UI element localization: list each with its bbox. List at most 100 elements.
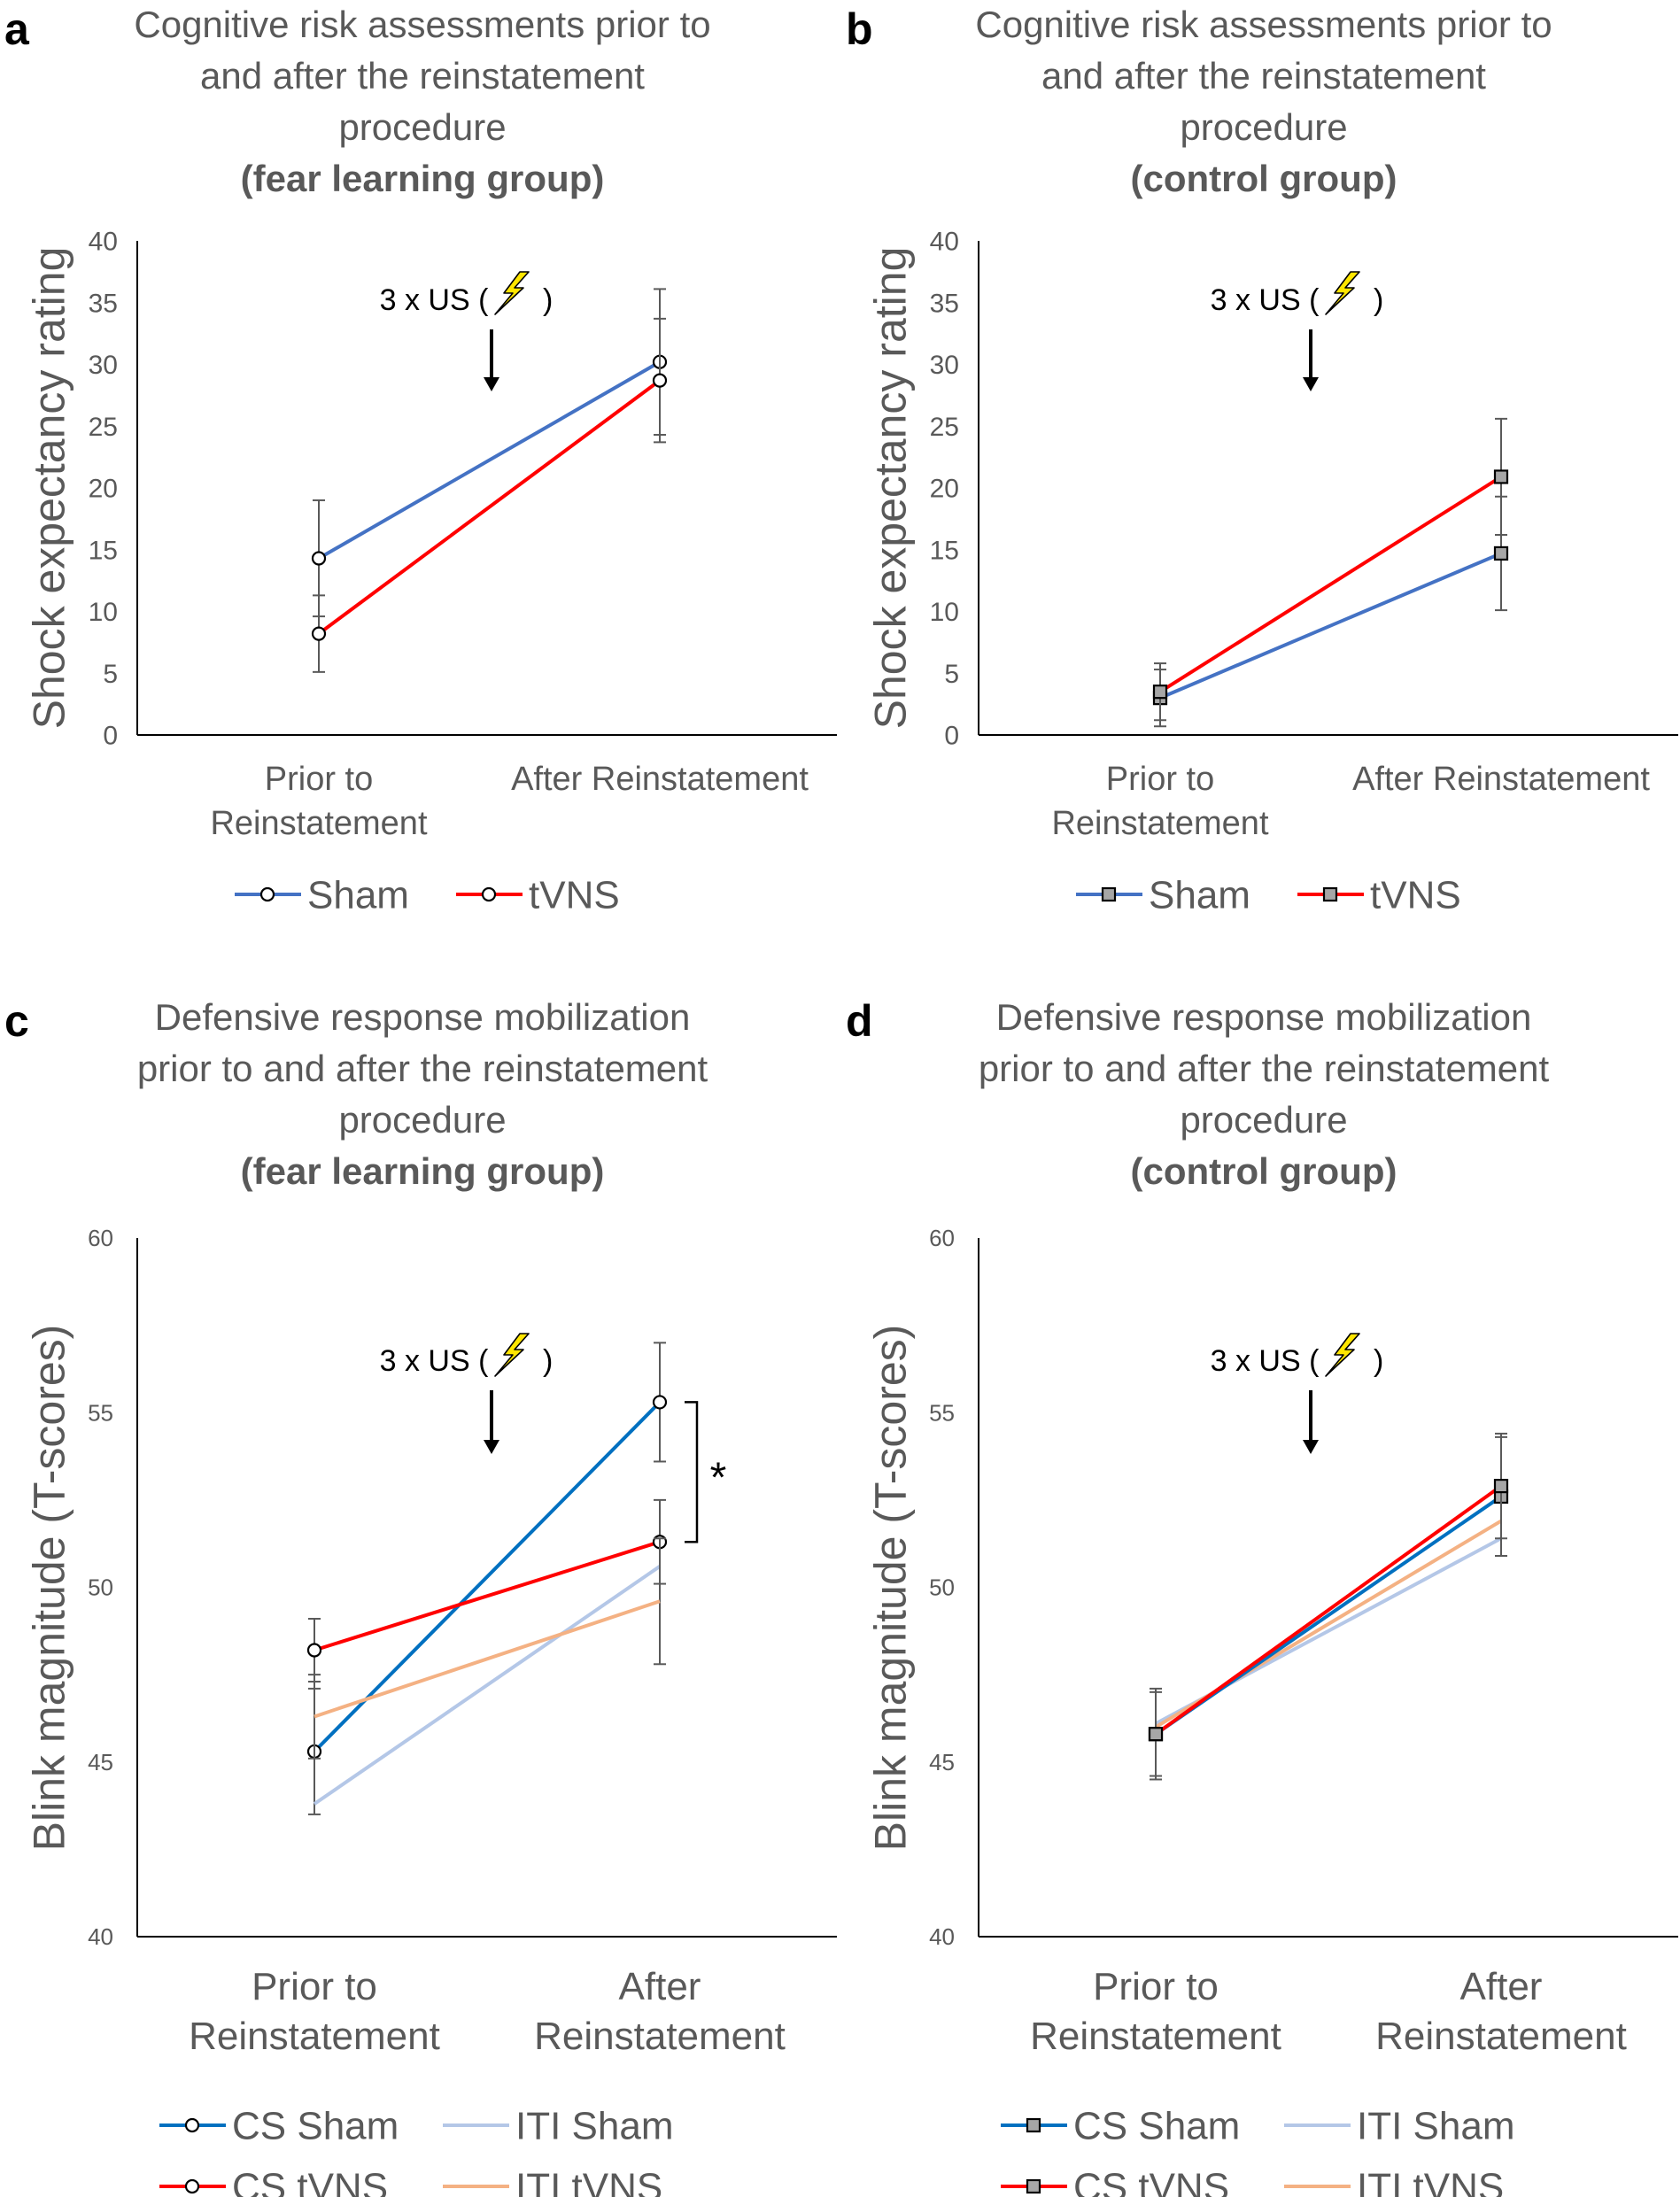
chart-title-bold: (fear learning group) bbox=[241, 158, 605, 199]
y-tick-label: 5 bbox=[103, 660, 118, 689]
series-line bbox=[314, 1599, 661, 1719]
y-tick-label: 0 bbox=[103, 722, 118, 751]
y-tick-label: 50 bbox=[88, 1574, 113, 1601]
arrow-down-icon bbox=[484, 1440, 499, 1454]
significance-bracket bbox=[685, 1401, 699, 1543]
x-category-label: After bbox=[1460, 1965, 1543, 2008]
chart-title-line: prior to and after the reinstatement bbox=[137, 1048, 708, 1089]
y-tick-label: 25 bbox=[89, 413, 118, 442]
series-line bbox=[313, 1565, 662, 1806]
panel-a: a Cognitive risk assessments prior to and … bbox=[4, 4, 837, 917]
y-tick-label: 30 bbox=[89, 351, 118, 380]
legend-marker bbox=[1026, 2178, 1041, 2194]
y-tick-label: 20 bbox=[930, 475, 959, 504]
legend-item: CS tVNS bbox=[1001, 2165, 1229, 2197]
series-line bbox=[1158, 475, 1503, 693]
x-category-label: Reinstatement bbox=[1030, 2015, 1281, 2058]
series-cs-sham bbox=[306, 1342, 668, 1815]
data-point bbox=[1152, 685, 1168, 700]
legend-label: tVNS bbox=[529, 873, 620, 917]
y-tick-label: 30 bbox=[930, 351, 959, 380]
series-line bbox=[318, 360, 661, 561]
arrow-down-icon bbox=[1303, 377, 1319, 391]
data-point bbox=[1148, 1727, 1164, 1742]
legend-label: Sham bbox=[307, 873, 409, 917]
legend-item: CS Sham bbox=[159, 2104, 399, 2147]
us-annotation-label: 3 x US ( bbox=[380, 283, 489, 317]
legend-item: ITI tVNS bbox=[443, 2165, 662, 2197]
chart-title-line: procedure bbox=[1180, 106, 1347, 148]
legend-marker bbox=[184, 2178, 200, 2194]
y-tick-label: 55 bbox=[929, 1399, 955, 1426]
chart-title-bold: (control group) bbox=[1131, 158, 1397, 199]
legend-item: CS Sham bbox=[1001, 2104, 1240, 2147]
x-category-label: Prior to bbox=[1106, 761, 1214, 798]
y-tick-label: 20 bbox=[89, 475, 118, 504]
y-tick-label: 55 bbox=[88, 1399, 113, 1426]
legend-label: tVNS bbox=[1370, 873, 1461, 917]
y-tick-label: 10 bbox=[89, 598, 118, 627]
legend-marker bbox=[259, 886, 275, 902]
series-sham bbox=[1152, 495, 1509, 728]
legend-label: CS Sham bbox=[232, 2104, 399, 2147]
chart-title-bold: (fear learning group) bbox=[241, 1150, 605, 1192]
panel-letter: d bbox=[846, 996, 873, 1046]
legend-marker bbox=[1322, 886, 1338, 902]
data-point bbox=[306, 1643, 322, 1658]
lightning-bolt-icon bbox=[1325, 1333, 1360, 1377]
y-tick-label: 60 bbox=[929, 1225, 955, 1251]
series-line bbox=[1154, 1484, 1503, 1736]
us-annotation-close: ) bbox=[1374, 283, 1383, 317]
y-tick-label: 10 bbox=[930, 598, 959, 627]
data-point bbox=[311, 551, 327, 566]
data-point bbox=[652, 1395, 668, 1410]
y-axis-label: Shock expectancy rating bbox=[866, 247, 916, 730]
legend-marker bbox=[481, 886, 497, 902]
y-tick-label: 45 bbox=[929, 1749, 955, 1775]
legend-item: ITI tVNS bbox=[1284, 2165, 1504, 2197]
chart-title-line: and after the reinstatement bbox=[1041, 55, 1486, 97]
y-tick-label: 15 bbox=[930, 536, 959, 565]
chart-title-line: procedure bbox=[338, 1099, 506, 1141]
series-sham bbox=[311, 288, 668, 618]
y-tick-label: 35 bbox=[930, 289, 959, 318]
x-category-label: Reinstatement bbox=[189, 2015, 440, 2058]
chart-title-bold: (control group) bbox=[1131, 1150, 1397, 1192]
data-point bbox=[1493, 1478, 1509, 1494]
chart-title-line: Defensive response mobilization bbox=[996, 996, 1532, 1038]
arrow-down-icon bbox=[1303, 1440, 1319, 1454]
series-line bbox=[314, 1540, 661, 1652]
x-category-label: After bbox=[619, 1965, 701, 2008]
y-tick-label: 40 bbox=[89, 228, 118, 257]
legend-item: ITI Sham bbox=[443, 2104, 674, 2147]
y-tick-label: 25 bbox=[930, 413, 959, 442]
chart-title-line: procedure bbox=[338, 106, 506, 148]
series-line bbox=[313, 1401, 662, 1753]
legend-marker bbox=[184, 2117, 200, 2133]
y-tick-label: 45 bbox=[88, 1749, 113, 1775]
y-tick-label: 35 bbox=[89, 289, 118, 318]
series-iti-tvns bbox=[308, 1537, 666, 1760]
legend-item: ITI Sham bbox=[1284, 2104, 1515, 2147]
x-category-label: Reinstatement bbox=[534, 2015, 786, 2058]
chart-title-line: and after the reinstatement bbox=[200, 55, 645, 97]
y-axis-label: Shock expectancy rating bbox=[25, 247, 74, 730]
x-category-label: Reinstatement bbox=[210, 805, 427, 842]
legend-item: Sham bbox=[1076, 873, 1250, 917]
legend-label: ITI Sham bbox=[515, 2104, 674, 2147]
y-tick-label: 0 bbox=[944, 722, 959, 751]
us-annotation-close: ) bbox=[543, 1344, 553, 1378]
us-annotation-label: 3 x US ( bbox=[1211, 283, 1320, 317]
x-category-label: Prior to bbox=[252, 1965, 377, 2008]
legend-label: ITI Sham bbox=[1357, 2104, 1515, 2147]
panel-c: c Defensive response mobilization prior to… bbox=[4, 996, 837, 2197]
y-tick-label: 40 bbox=[930, 228, 959, 257]
legend-item: Sham bbox=[235, 873, 409, 917]
y-tick-label: 5 bbox=[944, 660, 959, 689]
series-line bbox=[317, 379, 662, 636]
chart-title-line: Defensive response mobilization bbox=[155, 996, 691, 1038]
legend-label: ITI tVNS bbox=[1357, 2165, 1504, 2197]
chart-title-line: prior to and after the reinstatement bbox=[979, 1048, 1550, 1089]
x-category-label: Prior to bbox=[1093, 1965, 1219, 2008]
